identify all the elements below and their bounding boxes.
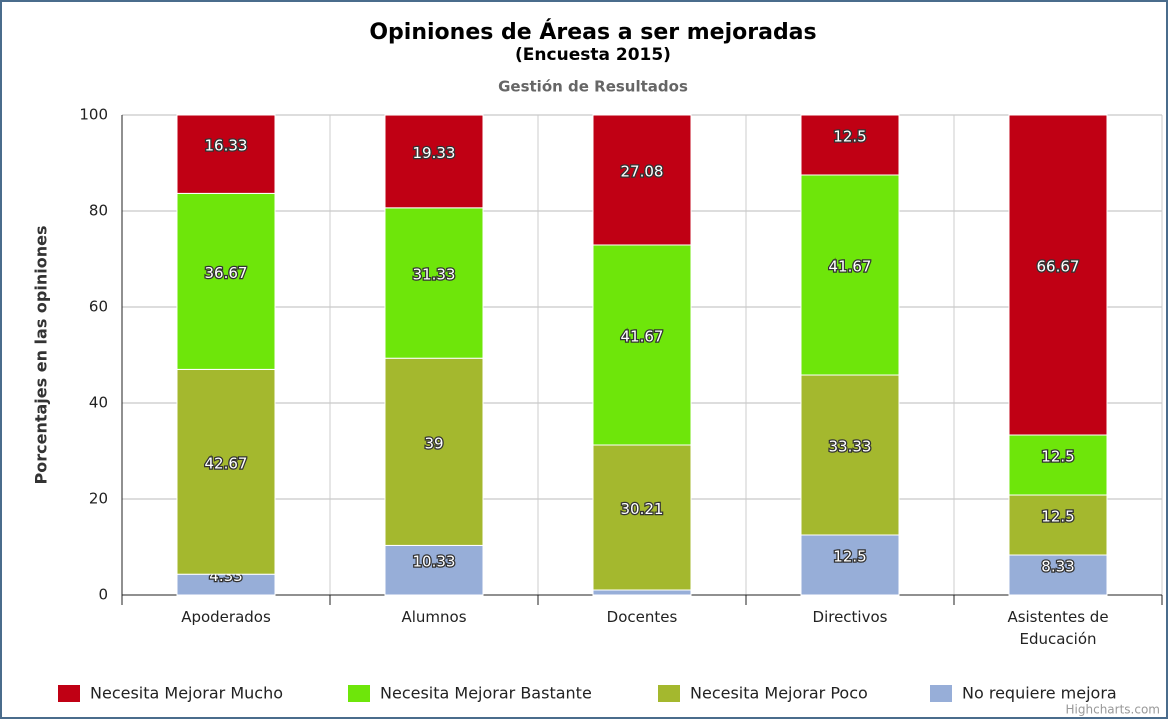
legend-swatch [658, 685, 680, 702]
data-label: 42.67 [205, 454, 248, 472]
y-axis-label: Porcentajes en las opiniones [32, 226, 51, 485]
credits: Highcharts.com [1066, 703, 1160, 717]
bar-segment [800, 174, 900, 376]
bar-segment [592, 444, 692, 591]
bar-segment [800, 114, 900, 176]
legend-label: No requiere mejora [962, 684, 1117, 703]
data-label: 41.67 [621, 327, 664, 345]
legend-swatch [58, 685, 80, 702]
chart-caption: Gestión de Resultados [498, 78, 688, 96]
bar-segment [384, 544, 484, 596]
data-label: 41.67 [829, 258, 872, 276]
x-tick-label: Asistentes de Educación [1007, 608, 1109, 648]
x-tick-label: Alumnos [401, 608, 467, 626]
data-label: 12.5 [833, 548, 866, 566]
legend-label: Necesita Mejorar Bastante [380, 684, 592, 703]
data-label: 12.5 [1041, 448, 1074, 466]
legend-label: Necesita Mejorar Mucho [90, 684, 283, 703]
x-tick-label: Docentes [606, 608, 678, 626]
y-tick-label: 0 [98, 586, 108, 604]
y-tick-label: 60 [89, 298, 108, 316]
data-label: 31.33 [413, 266, 456, 284]
data-label: 27.08 [621, 162, 664, 180]
bar-segment [800, 374, 900, 536]
data-label: 66.67 [1037, 258, 1080, 276]
bar-segment [384, 357, 484, 546]
bar-segment [384, 207, 484, 359]
bar-segment [384, 114, 484, 209]
data-label: 30.21 [621, 500, 664, 518]
bar-segment [592, 114, 692, 246]
data-label: 33.33 [829, 438, 872, 456]
bar-segment [176, 192, 276, 370]
legend-swatch [348, 685, 370, 702]
bar-segment [1008, 554, 1108, 596]
data-label: 12.5 [1041, 508, 1074, 526]
chart-title: Opiniones de Áreas a ser mejoradas [369, 19, 816, 45]
y-tick-label: 80 [89, 202, 108, 220]
data-label: 39 [424, 434, 443, 452]
data-label: 12.5 [833, 128, 866, 146]
data-label: 19.33 [413, 144, 456, 162]
legend-label: Necesita Mejorar Poco [690, 684, 868, 703]
data-label: 10.33 [413, 553, 456, 571]
y-tick-label: 40 [89, 394, 108, 412]
data-label: 8.33 [1041, 558, 1074, 576]
bar-segment [592, 244, 692, 446]
x-tick-label: Directivos [812, 608, 888, 626]
chart-subtitle: (Encuesta 2015) [515, 45, 671, 65]
bar-segment [1008, 114, 1108, 436]
bar-segment [176, 114, 276, 194]
legend-swatch [930, 685, 952, 702]
bar-segment [176, 368, 276, 575]
x-tick-label: Apoderados [181, 608, 271, 626]
bar-segment [1008, 494, 1108, 556]
data-label: 16.33 [205, 137, 248, 155]
y-tick-label: 100 [79, 106, 108, 124]
data-label: 36.67 [205, 264, 248, 282]
y-tick-label: 20 [89, 490, 108, 508]
